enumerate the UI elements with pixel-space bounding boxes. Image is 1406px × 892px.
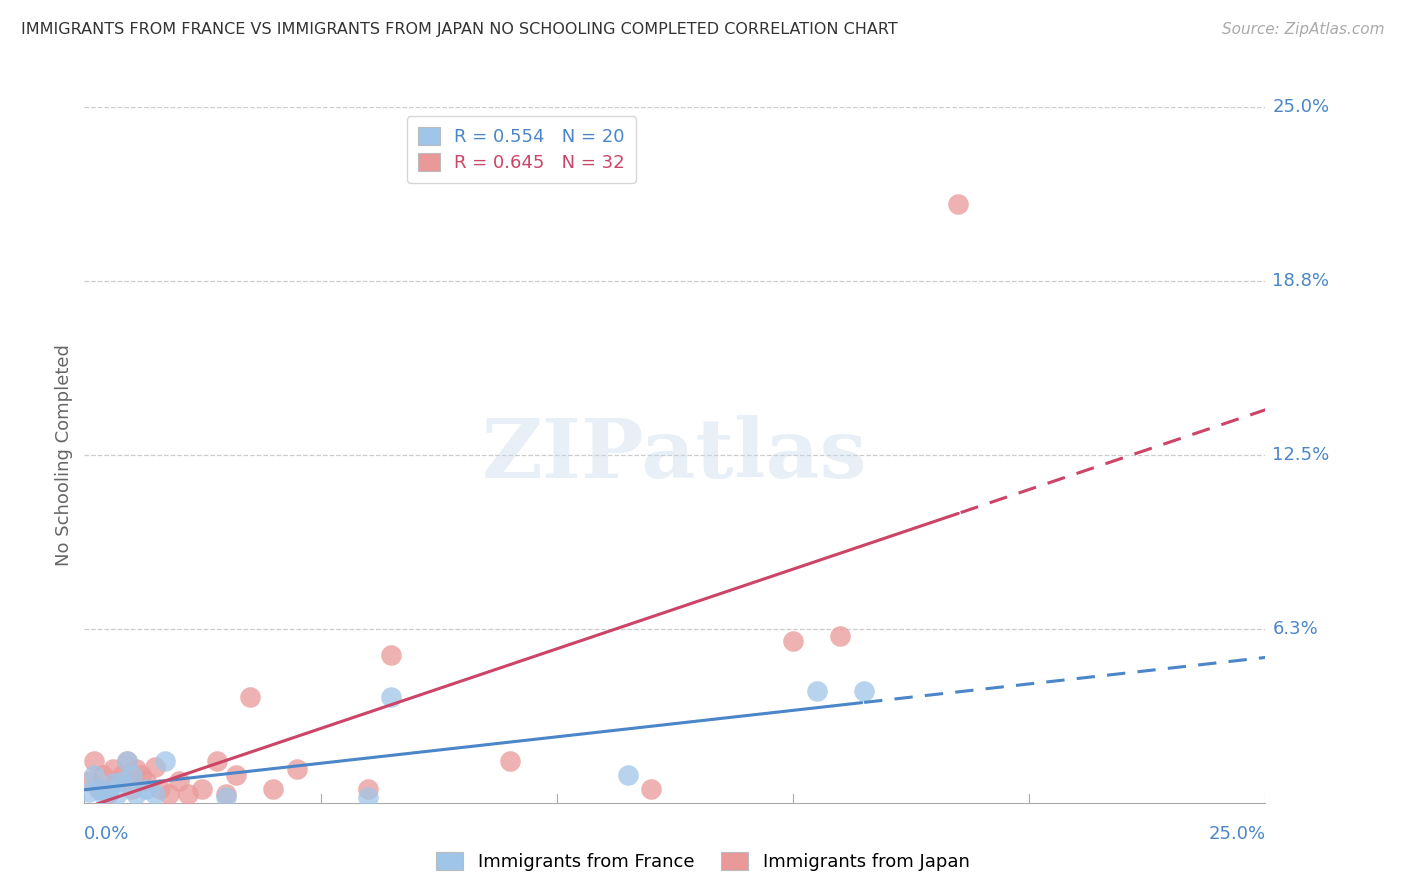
Point [357,790,380,805]
Point [215,788,238,802]
Point [357,781,380,796]
Point [782,634,804,648]
Point [129,768,152,782]
Point [97,785,120,799]
Point [135,773,157,788]
Point [111,773,134,788]
Point [143,759,166,773]
Text: 25.0%: 25.0% [1272,98,1330,116]
Point [225,768,247,782]
Point [157,788,180,802]
Point [616,768,638,782]
Point [239,690,262,704]
Point [852,684,875,698]
Point [97,788,120,802]
Point [121,781,143,796]
Point [830,629,852,643]
Point [640,781,662,796]
Point [153,754,176,768]
Point [948,197,970,211]
Point [121,768,143,782]
Text: IMMIGRANTS FROM FRANCE VS IMMIGRANTS FROM JAPAN NO SCHOOLING COMPLETED CORRELATI: IMMIGRANTS FROM FRANCE VS IMMIGRANTS FRO… [21,22,898,37]
Point [125,788,148,802]
Text: Source: ZipAtlas.com: Source: ZipAtlas.com [1222,22,1385,37]
Point [77,785,100,799]
Point [167,773,190,788]
Text: 25.0%: 25.0% [1208,825,1265,843]
Text: ZIPatlas: ZIPatlas [482,415,868,495]
Point [91,768,114,782]
Point [83,768,105,782]
Point [135,781,157,796]
Point [285,763,308,777]
Text: 18.8%: 18.8% [1272,272,1330,290]
Point [143,788,166,802]
Point [91,788,114,802]
Point [107,788,129,802]
Point [380,690,402,704]
Y-axis label: No Schooling Completed: No Schooling Completed [55,344,73,566]
Point [380,648,402,663]
Point [87,781,110,796]
Text: 0.0%: 0.0% [84,825,129,843]
Point [77,773,100,788]
Legend: R = 0.554   N = 20, R = 0.645   N = 32: R = 0.554 N = 20, R = 0.645 N = 32 [408,116,636,183]
Point [101,763,124,777]
Point [262,781,284,796]
Point [498,754,520,768]
Point [115,754,138,768]
Point [115,754,138,768]
Legend: Immigrants from France, Immigrants from Japan: Immigrants from France, Immigrants from … [429,845,977,879]
Point [149,781,172,796]
Point [177,788,200,802]
Point [101,776,124,790]
Text: 12.5%: 12.5% [1272,446,1330,464]
Point [215,790,238,805]
Point [191,781,214,796]
Point [107,773,129,788]
Point [111,768,134,782]
Point [205,754,228,768]
Point [83,754,105,768]
Point [87,781,110,796]
Text: 6.3%: 6.3% [1272,620,1319,638]
Point [125,763,148,777]
Point [806,684,828,698]
